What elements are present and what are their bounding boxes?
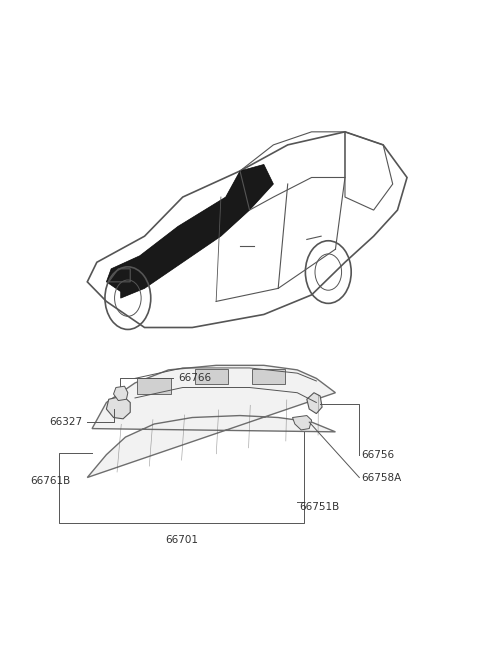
Polygon shape <box>107 396 130 419</box>
Text: 66327: 66327 <box>49 417 82 427</box>
Text: 66756: 66756 <box>362 450 395 460</box>
Text: 66761B: 66761B <box>30 476 70 486</box>
Polygon shape <box>137 379 171 394</box>
Text: 66701: 66701 <box>165 535 198 545</box>
Text: 66758A: 66758A <box>362 472 402 483</box>
Polygon shape <box>87 365 336 477</box>
Text: 66766: 66766 <box>178 373 211 383</box>
Polygon shape <box>307 393 322 413</box>
Text: 66751B: 66751B <box>300 502 340 512</box>
Polygon shape <box>114 386 128 401</box>
Polygon shape <box>252 369 285 384</box>
Polygon shape <box>292 415 312 430</box>
Polygon shape <box>195 369 228 384</box>
Polygon shape <box>107 164 274 298</box>
